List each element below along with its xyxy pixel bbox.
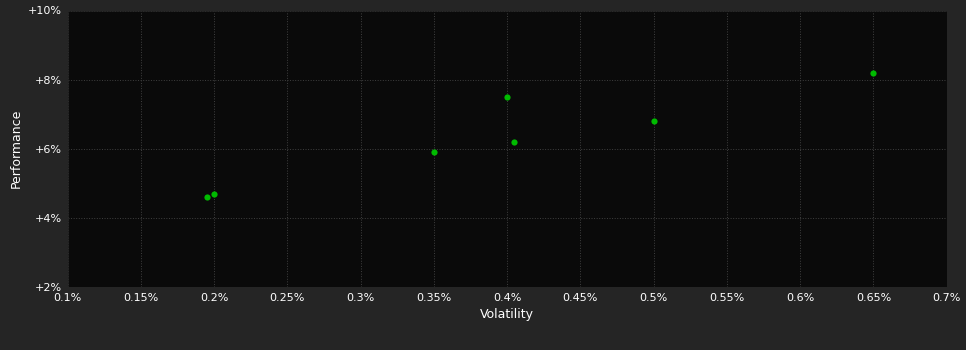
Point: [207, 191, 222, 196]
Point: [866, 70, 881, 76]
Point: [426, 149, 441, 155]
Point: [507, 139, 523, 145]
Point: [199, 194, 214, 200]
Point: [499, 94, 515, 100]
Point: [646, 118, 662, 124]
X-axis label: Volatility: Volatility: [480, 308, 534, 321]
Y-axis label: Performance: Performance: [10, 109, 22, 188]
